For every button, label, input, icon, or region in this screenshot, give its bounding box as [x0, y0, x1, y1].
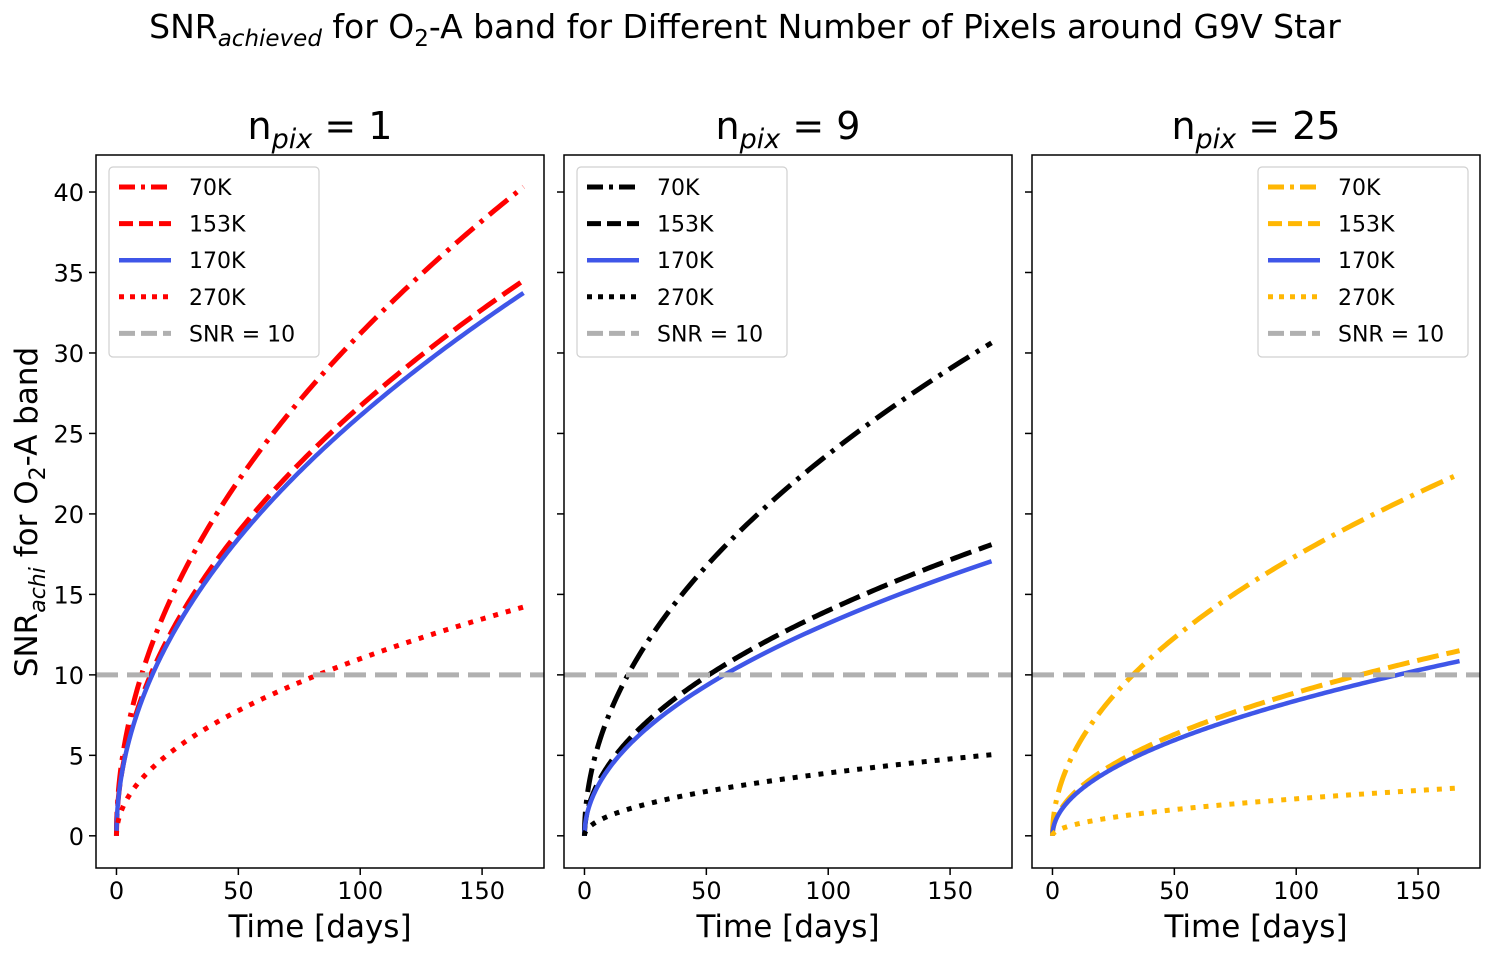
legend-label: 170K	[657, 249, 714, 274]
series-line-270k	[113, 604, 525, 836]
panel-title-rest: = 25	[1236, 104, 1340, 148]
panel-title: npix = 1	[248, 104, 393, 155]
figure-title-rest: -A band for Different Number of Pixels a…	[429, 7, 1341, 46]
panel-title-main: n	[1171, 104, 1195, 148]
y-tick-label: 15	[53, 581, 84, 609]
legend-box	[1257, 166, 1469, 358]
panel-1: npix = 1 0 5 10 15 20 25 30 35 40 0 50 100 150 Time [d…	[53, 104, 545, 945]
legend-label: 153K	[189, 213, 246, 238]
panel-title-sub: pix	[739, 124, 782, 155]
legend-box	[108, 166, 320, 358]
figure-title-sub: achieved	[218, 26, 323, 52]
plot-area	[564, 340, 1012, 836]
y-tick-label: 30	[53, 340, 84, 368]
series-line-170k	[582, 559, 993, 836]
legend-label: 170K	[1338, 249, 1395, 274]
panel-title-rest: = 9	[780, 104, 860, 148]
series-line-170k	[1050, 658, 1460, 836]
panel-title: npix = 9	[716, 104, 861, 155]
legend: 70K 153K 170K 270K SNR = 10	[108, 166, 320, 358]
x-tick-label: 150	[1395, 877, 1441, 905]
series-line-270k	[581, 752, 992, 836]
series-line-270k	[1049, 785, 1460, 836]
axes-frame	[563, 154, 1013, 869]
panel-title-sub: pix	[271, 124, 314, 155]
series-line-153k	[581, 542, 993, 836]
x-axis-label: Time [days]	[1163, 909, 1347, 945]
y-tick-label: 20	[53, 501, 84, 529]
x-tick-label: 0	[1045, 877, 1060, 905]
y-tick-label: 10	[53, 662, 84, 690]
y-axis-label-rest: -A band	[9, 347, 45, 467]
panel-title-rest: = 1	[312, 104, 392, 148]
y-axis-label-main: SNR	[9, 613, 45, 677]
legend-label: 70K	[657, 176, 700, 201]
x-tick-label: 50	[223, 877, 254, 905]
legend-label: SNR = 10	[1338, 322, 1444, 347]
figure-title: SNRachieved for O2-A band for Different …	[149, 7, 1341, 52]
figure-title-main: SNR	[149, 7, 218, 46]
figure-title-mid: for O	[322, 7, 414, 46]
axes-frame	[95, 154, 545, 869]
x-tick-label: 150	[459, 877, 505, 905]
y-axis-label-sub: achi	[26, 567, 51, 613]
x-tick-label: 0	[577, 877, 592, 905]
series-line-170k	[114, 291, 525, 836]
x-tick-label: 0	[109, 877, 124, 905]
x-axis-label: Time [days]	[695, 909, 879, 945]
legend-label: 153K	[657, 213, 714, 238]
y-axis-label-mid: for O	[9, 480, 45, 567]
legend-label: 153K	[1338, 213, 1395, 238]
legend-label: 70K	[1338, 176, 1381, 201]
y-tick-label: 25	[53, 420, 84, 448]
figure-title-o2-sub: 2	[414, 26, 429, 52]
panel-3: npix = 25 0 50 100 150 Time [days] 70K 153K 170K…	[1025, 104, 1481, 945]
y-tick-label: 0	[69, 823, 84, 851]
y-tick-label: 40	[53, 179, 84, 207]
x-tick-label: 50	[1159, 877, 1190, 905]
panel-title-main: n	[716, 104, 740, 148]
legend-label: 270K	[657, 286, 714, 311]
plot-area	[96, 184, 544, 836]
legend: 70K 153K 170K 270K SNR = 10	[1257, 166, 1469, 358]
series-line-70k	[581, 340, 993, 836]
axes-frame	[1031, 154, 1481, 869]
y-axis-label-o2-sub: 2	[26, 466, 51, 480]
x-tick-label: 150	[927, 877, 973, 905]
series-line-153k	[113, 278, 525, 836]
legend-label: 170K	[189, 249, 246, 274]
legend-label: SNR = 10	[657, 322, 763, 347]
panel-2: npix = 9 0 50 100 150 Time [days] 70K 153K 170K 2…	[557, 104, 1013, 945]
x-tick-label: 100	[337, 877, 383, 905]
y-axis-label: SNRachi for O2-A band	[9, 347, 51, 677]
panel-title-main: n	[248, 104, 272, 148]
panel-title: npix = 25	[1171, 104, 1340, 155]
x-tick-label: 100	[1273, 877, 1319, 905]
y-tick-label: 5	[69, 742, 84, 770]
series-line-70k	[113, 184, 526, 836]
legend: 70K 153K 170K 270K SNR = 10	[576, 166, 788, 358]
legend-label: 270K	[1338, 286, 1395, 311]
series-line-70k	[1049, 471, 1461, 836]
legend-label: 270K	[189, 286, 246, 311]
y-tick-label: 35	[53, 259, 84, 287]
panel-title-sub: pix	[1195, 124, 1238, 155]
legend-box	[576, 166, 788, 358]
legend-label: SNR = 10	[189, 322, 295, 347]
series-line-153k	[1049, 648, 1461, 836]
x-axis-label: Time [days]	[227, 909, 411, 945]
x-tick-label: 50	[691, 877, 722, 905]
plot-area	[1032, 471, 1480, 836]
legend-label: 70K	[189, 176, 232, 201]
x-tick-label: 100	[805, 877, 851, 905]
